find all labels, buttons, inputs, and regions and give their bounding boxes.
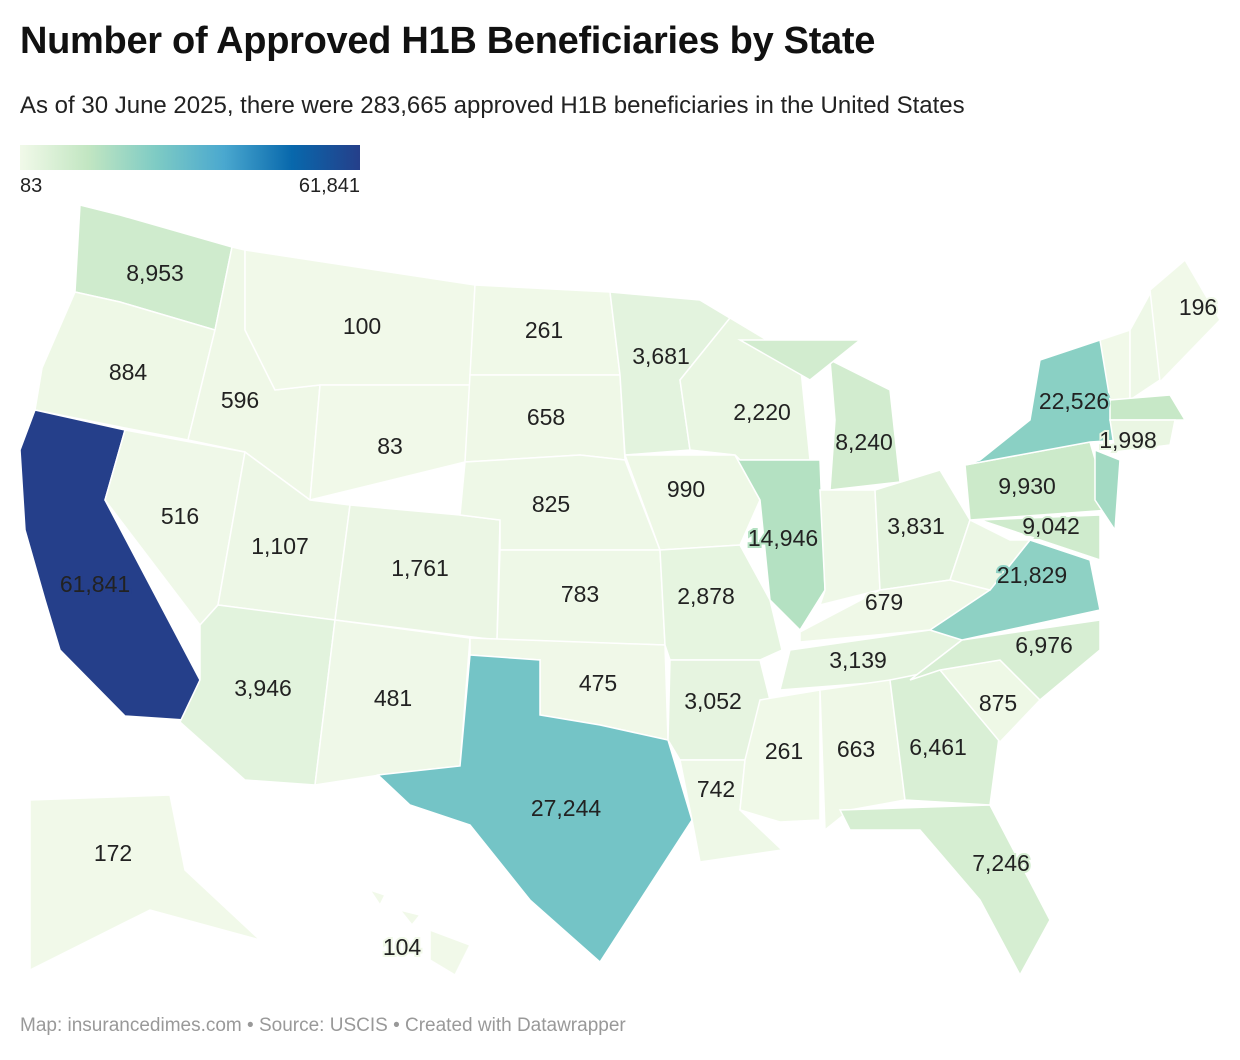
state-value-label: 2,878 bbox=[677, 583, 735, 609]
state-shape[interactable] bbox=[949, 518, 1032, 591]
state-value-label: 516 bbox=[161, 503, 199, 529]
footer-credits: Map: insurancedimes.com • Source: USCIS … bbox=[20, 1015, 626, 1036]
state-nj[interactable] bbox=[1094, 448, 1121, 533]
state-value-label: 3,946 bbox=[234, 675, 292, 701]
state-shape[interactable] bbox=[429, 928, 472, 977]
state-value-label: 481 bbox=[374, 685, 412, 711]
state-shape[interactable] bbox=[979, 514, 1101, 562]
legend-gradient-bar bbox=[20, 145, 360, 170]
color-legend: 83 61,841 bbox=[20, 145, 360, 197]
chart-subtitle: As of 30 June 2025, there were 283,665 a… bbox=[20, 92, 965, 119]
state-mo[interactable] bbox=[659, 544, 783, 661]
state-ak[interactable] bbox=[29, 794, 261, 972]
state-nc[interactable] bbox=[909, 619, 1101, 702]
state-value-label: 9,042 bbox=[1022, 513, 1080, 539]
state-value-label: 6,461 bbox=[909, 734, 967, 760]
state-shape[interactable] bbox=[1149, 258, 1221, 384]
state-ia[interactable] bbox=[623, 454, 761, 551]
state-value-label: 825 bbox=[532, 491, 570, 517]
state-ma[interactable] bbox=[1109, 394, 1187, 421]
state-value-label: 1,107 bbox=[251, 533, 309, 559]
state-value-label: 196 bbox=[1179, 294, 1217, 320]
state-value-label: 679 bbox=[865, 589, 903, 615]
state-shape[interactable] bbox=[34, 291, 216, 441]
state-value-label: 22,526 bbox=[1039, 388, 1109, 414]
state-shape[interactable] bbox=[29, 794, 261, 972]
state-shape[interactable] bbox=[818, 489, 881, 607]
legend-max-label: 61,841 bbox=[298, 175, 360, 197]
state-or[interactable] bbox=[34, 291, 216, 441]
state-value-label: 100 bbox=[343, 313, 381, 339]
state-value-label: 3,052 bbox=[684, 688, 742, 714]
state-shape[interactable] bbox=[659, 544, 783, 661]
state-value-label: 261 bbox=[765, 738, 803, 764]
state-shape[interactable] bbox=[737, 339, 863, 381]
state-shape[interactable] bbox=[829, 358, 901, 491]
state-shape[interactable] bbox=[398, 908, 422, 927]
state-value-label: 8,240 bbox=[835, 429, 893, 455]
state-shape[interactable] bbox=[1109, 419, 1176, 453]
state-value-label: 2,220 bbox=[733, 399, 791, 425]
state-mi[interactable] bbox=[737, 339, 901, 491]
state-shape[interactable] bbox=[734, 454, 826, 632]
state-value-label: 658 bbox=[527, 404, 565, 430]
state-value-label: 104 bbox=[383, 934, 422, 960]
state-me[interactable] bbox=[1149, 258, 1221, 384]
state-hi[interactable] bbox=[368, 888, 472, 977]
state-shape[interactable] bbox=[623, 454, 761, 551]
state-value-label: 7,246 bbox=[972, 850, 1030, 876]
state-shape[interactable] bbox=[838, 804, 1051, 977]
state-value-label: 742 bbox=[697, 776, 735, 802]
state-value-label: 3,831 bbox=[887, 513, 945, 539]
state-value-label: 3,139 bbox=[829, 647, 887, 673]
state-ct[interactable] bbox=[1109, 419, 1176, 453]
state-wv[interactable] bbox=[949, 518, 1032, 591]
legend-min-label: 83 bbox=[20, 175, 43, 197]
state-value-label: 1,998 bbox=[1099, 427, 1157, 453]
state-al[interactable] bbox=[819, 679, 906, 832]
state-shape[interactable] bbox=[1094, 448, 1121, 533]
state-value-label: 21,829 bbox=[997, 562, 1067, 588]
state-value-label: 875 bbox=[979, 690, 1017, 716]
state-value-label: 596 bbox=[221, 387, 259, 413]
state-value-label: 3,681 bbox=[632, 343, 690, 369]
state-value-label: 8,953 bbox=[126, 260, 184, 286]
state-value-label: 14,946 bbox=[748, 525, 818, 551]
state-value-label: 884 bbox=[109, 359, 148, 385]
state-value-label: 6,976 bbox=[1015, 632, 1073, 658]
state-value-label: 783 bbox=[561, 581, 599, 607]
state-fl[interactable] bbox=[838, 804, 1051, 977]
state-value-label: 27,244 bbox=[531, 795, 602, 821]
state-shape[interactable] bbox=[368, 888, 387, 907]
state-shape[interactable] bbox=[909, 619, 1101, 702]
state-value-label: 172 bbox=[94, 840, 132, 866]
state-il[interactable] bbox=[734, 454, 826, 632]
state-value-label: 61,841 bbox=[60, 571, 130, 597]
state-value-label: 83 bbox=[377, 433, 403, 459]
state-shape[interactable] bbox=[1109, 394, 1187, 421]
state-value-label: 9,930 bbox=[998, 473, 1056, 499]
state-value-label: 1,761 bbox=[391, 555, 449, 581]
state-shape[interactable] bbox=[819, 679, 906, 832]
state-md[interactable] bbox=[979, 514, 1101, 562]
state-value-label: 663 bbox=[837, 736, 875, 762]
state-value-label: 990 bbox=[667, 476, 705, 502]
state-tx[interactable] bbox=[376, 654, 693, 964]
state-value-label: 261 bbox=[525, 317, 563, 343]
state-shape[interactable] bbox=[376, 654, 693, 964]
chart-title: Number of Approved H1B Beneficiaries by … bbox=[20, 20, 876, 62]
state-in[interactable] bbox=[818, 489, 881, 607]
state-value-label: 475 bbox=[579, 670, 617, 696]
